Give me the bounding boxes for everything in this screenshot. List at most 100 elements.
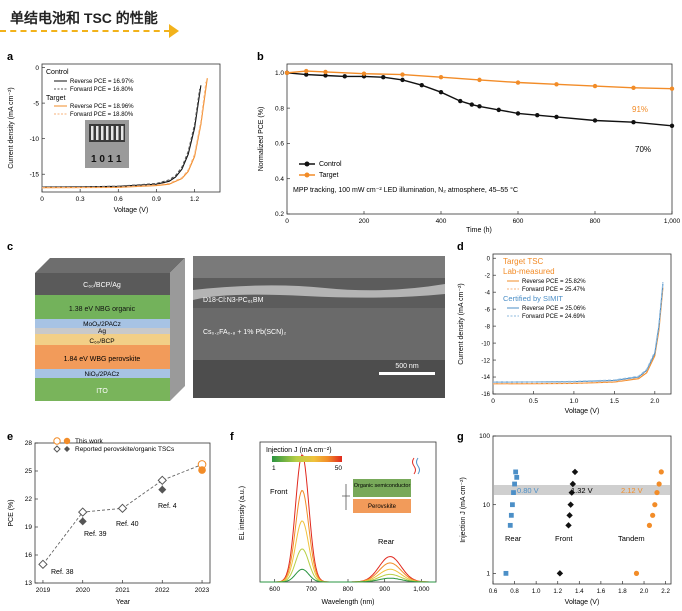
panel-b-series-point — [438, 90, 444, 95]
panel-e-label: e — [7, 431, 13, 443]
panel-d: d 0 0.5 1.0 1.5 2.0 0 -2 -4 -6 -8 -10 -12 -14 -16 Vol… — [457, 241, 672, 415]
panel-e-ytick-label: 22 — [25, 496, 33, 503]
panel-g-frame — [492, 435, 672, 585]
label-g-rear: Rear — [505, 534, 522, 543]
panel-b-series-point — [669, 86, 675, 91]
panel-b-series-point — [361, 71, 367, 76]
legend-e-reported: Reported perovskite/organic TSCs — [75, 446, 175, 453]
legend-e-this-open-marker — [53, 437, 61, 445]
scale-bar-label: 500 nm — [395, 363, 419, 370]
panel-g-ytick-label: 10 — [483, 502, 491, 509]
panel-d-ticks: 0 0.5 1.0 1.5 2.0 0 -2 -4 -6 -8 -10 -12 -14 -16 — [481, 256, 659, 405]
panel-c: c C₆₀/BCP/Ag 1.38 eV NBG organic MoOₓ/2P… — [7, 241, 445, 401]
ref-label-38: Ref. 38 — [51, 569, 74, 576]
inset-grid-bar — [101, 126, 104, 140]
inset-grid-bar — [116, 126, 119, 140]
colorbar — [272, 456, 342, 462]
panel-g-point-tandem — [656, 481, 662, 487]
panel-d-xlabel: Voltage (V) — [565, 408, 600, 415]
panel-f-xtick-label: 700 — [306, 586, 317, 593]
panel-e-ytick-label: 25 — [25, 468, 33, 475]
panel-e-point-open — [117, 503, 128, 514]
panel-e-ytick-label: 16 — [25, 552, 33, 559]
panel-b-frame — [286, 63, 673, 215]
panel-g-xtick-label: 0.6 — [489, 588, 498, 595]
panel-d-ylabel: Current density (mA cm⁻²) — [458, 283, 465, 365]
panel-g-xtick-label: 1.0 — [532, 588, 541, 595]
panel-a-lines — [41, 78, 208, 189]
panel-g-point-rear — [510, 502, 515, 508]
layer-ito — [35, 378, 170, 401]
inset-organic-label: Organic semiconductor — [354, 483, 411, 489]
device-stack: C₆₀/BCP/Ag 1.38 eV NBG organic MoOₓ/2PAC… — [35, 258, 185, 401]
panel-g-point-front — [571, 468, 579, 476]
panel-a-label: a — [7, 51, 14, 63]
layer-label-2: MoOₓ/2PACz — [83, 321, 121, 328]
panel-e-point-open — [157, 475, 167, 486]
panel-g-point-rear — [503, 570, 509, 576]
panel-g-point-tandem — [633, 570, 640, 576]
panel-a-ytick-label: -5 — [33, 100, 39, 107]
panel-a-ylabel: Current density (mA cm⁻²) — [8, 87, 15, 169]
sem-bright-interface — [193, 284, 445, 300]
legend-b-control-marker — [304, 161, 310, 167]
panel-e-xtick-label: 2023 — [195, 587, 210, 594]
panel-a-ytick-label: 0 — [35, 65, 39, 72]
panel-b-series-line — [286, 70, 673, 90]
panel-b-lines — [284, 68, 675, 128]
inset-organic-layer — [353, 479, 411, 497]
panel-g-point-rear — [514, 474, 520, 480]
panel-f-xtick-label: 800 — [343, 586, 354, 593]
panel-e-ytick-label: 13 — [25, 580, 33, 587]
panel-b-series-point — [458, 98, 463, 104]
panel-b-xlabel: Time (h) — [466, 227, 492, 234]
ref-label-40: Ref. 40 — [116, 521, 139, 528]
band-label-rear: 0.80 V — [517, 486, 539, 495]
panel-b-series-point — [669, 123, 675, 128]
panel-a-xtick-label: 0.9 — [152, 196, 161, 203]
panel-f-spectrum — [260, 520, 436, 583]
panel-g-ytick-label: 100 — [479, 433, 490, 440]
panel-g-point-tandem — [654, 489, 660, 496]
panel-e-trend-line — [42, 464, 203, 565]
panel-b-series-point — [323, 73, 328, 78]
panel-g-point-tandem — [650, 512, 656, 518]
panel-b: b 0 200 400 600 800 1,000 0.2 0.4 0.6 0.8 1.0 Time… — [257, 51, 680, 234]
panel-b-series-point — [592, 83, 598, 89]
inset-perovskite-label: Perovskite — [368, 504, 397, 510]
colorbar-max: 50 — [335, 465, 343, 472]
inset-grid-bar — [106, 126, 109, 140]
panel-b-series-point — [438, 75, 444, 80]
inset-grid-bar — [96, 126, 99, 140]
legend-e-this: This work — [75, 438, 104, 445]
panel-g-ylabel: Injection J (mA cm⁻²) — [460, 477, 467, 543]
label-control-end: 70% — [635, 145, 651, 154]
layer-niox — [35, 369, 170, 378]
legend-b-target: Target — [319, 172, 339, 179]
layer-moox — [35, 319, 170, 328]
panel-g-point-front — [565, 522, 572, 529]
panel-b-series-point — [304, 68, 309, 74]
panel-f-xlabel: Wavelength (nm) — [321, 599, 374, 606]
panel-g-point-rear — [513, 469, 519, 475]
panel-g: g 0.6 0.8 1.0 1.2 1.4 1.6 1.8 2.0 2.2 1 10 100 Volt… — [457, 431, 672, 606]
panel-g-xtick-label: 2.2 — [661, 588, 670, 595]
layer-label-4: C₆₀/BCP — [89, 338, 114, 345]
panel-d-ytick-label: -6 — [485, 307, 491, 313]
panel-d-label: d — [457, 241, 464, 253]
panel-d-ytick-label: -14 — [481, 375, 490, 381]
panel-d-xtick-label: 1.0 — [569, 398, 578, 405]
legend-e-reported-open-marker — [53, 445, 61, 453]
label-g-front: Front — [555, 534, 573, 543]
panel-a-series-line — [41, 88, 201, 188]
panel-e-ytick-label: 19 — [25, 524, 33, 531]
panel-g-point-rear — [512, 481, 517, 487]
panel-b-xtick-label: 600 — [513, 218, 524, 225]
legend-target-reverse: Reverse PCE = 18.96% — [70, 104, 134, 110]
panel-a-xtick-label: 0 — [40, 196, 44, 203]
panel-c-label: c — [7, 241, 13, 253]
legend-d-cert-title: Certified by SIMIT — [503, 294, 563, 303]
panel-d-xtick-label: 0.5 — [529, 398, 538, 405]
panel-b-series-point — [304, 72, 309, 77]
panel-f-lines — [260, 454, 436, 583]
